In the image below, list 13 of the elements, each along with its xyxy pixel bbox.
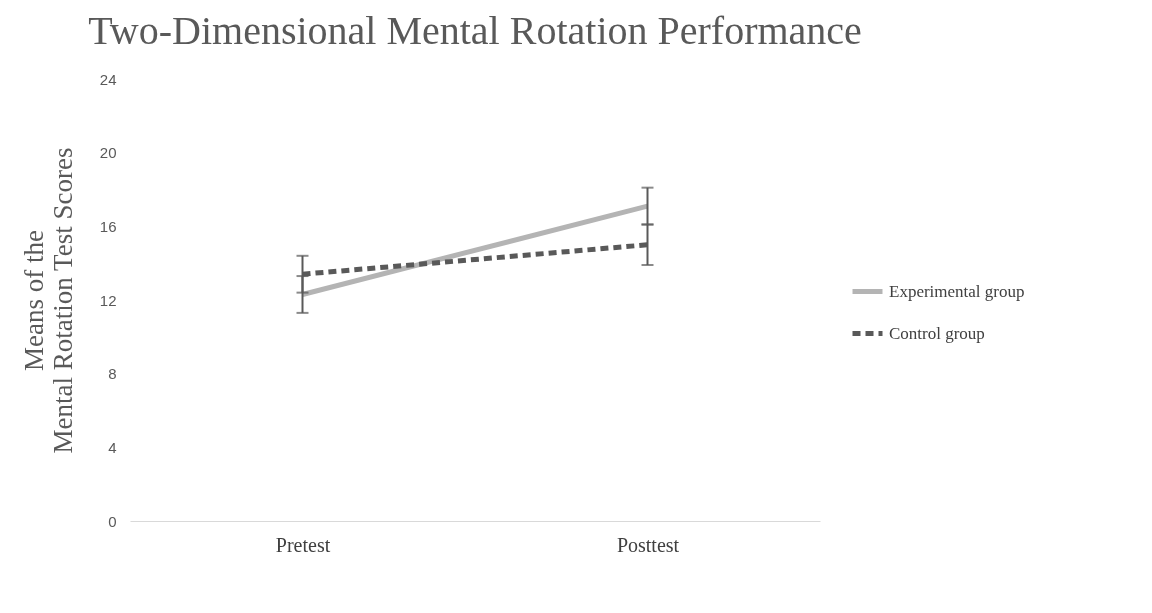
y-tick-label: 8 [108,365,117,383]
x-tick-label: Posttest [616,533,680,556]
y-tick-label: 12 [99,291,117,309]
y-tick-label: 0 [108,512,117,530]
legend-label: Control group [889,323,985,343]
legend-label: Experimental group [889,281,1025,301]
x-tick-label: Pretest [275,533,331,556]
y-axis-title: Means of the Mental Rotation Test Scores [18,147,78,454]
y-tick-label: 16 [99,217,117,235]
chart-title: Two-Dimensional Mental Rotation Performance [88,8,862,53]
y-tick-label: 4 [108,438,117,456]
y-tick-label: 24 [99,70,117,88]
y-tick-label: 20 [99,144,117,162]
